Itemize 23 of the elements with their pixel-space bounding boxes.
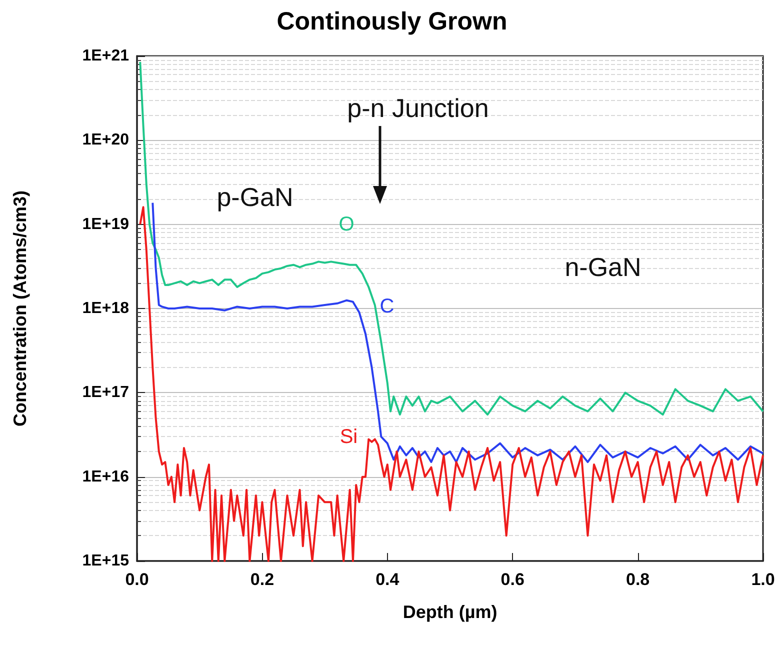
x-tick-label: 0.0	[125, 570, 149, 589]
annotation: p-n Junction	[347, 93, 489, 123]
y-tick-label: 1E+19	[82, 216, 130, 233]
x-tick-label: 1.0	[751, 570, 775, 589]
y-tick-label: 1E+18	[82, 300, 130, 317]
annotation: p-GaN	[216, 182, 294, 212]
x-tick-label: 0.8	[626, 570, 650, 589]
series-label: O	[338, 214, 354, 236]
y-tick-label: 1E+16	[82, 468, 130, 486]
y-tick-label: 1E+17	[82, 384, 130, 402]
x-axis-title: Depth (µm)	[402, 602, 498, 622]
x-tick-label: 0.6	[500, 570, 524, 589]
line-series	[139, 60, 764, 416]
chart-title: Continously Grown	[276, 8, 508, 36]
x-tick-label: 0.4	[376, 570, 400, 589]
y-tick-label: 1E+20	[82, 132, 130, 149]
x-tick-label: 0.2	[250, 570, 274, 589]
y-tick-label: 1E+21	[82, 48, 130, 64]
series-label: Si	[340, 426, 358, 448]
y-axis-title: Concentration (Atoms/cm3)	[10, 190, 30, 427]
y-tick-label: 1E+15	[82, 552, 130, 570]
series-label: C	[380, 295, 394, 318]
annotation: n-GaN	[564, 252, 642, 282]
